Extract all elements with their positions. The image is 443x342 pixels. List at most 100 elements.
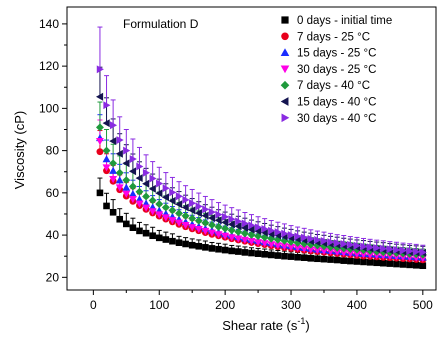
y-tick-label: 140 [39, 17, 59, 31]
data-point [168, 217, 177, 225]
data-point [366, 259, 374, 266]
y-tick-label: 20 [46, 270, 60, 284]
y-tick-label: 60 [46, 186, 60, 200]
data-point [333, 249, 342, 257]
data-point [103, 101, 111, 110]
x-tick-label: 500 [413, 298, 433, 312]
data-point [103, 202, 110, 210]
data-point [228, 215, 236, 224]
data-point [327, 238, 335, 247]
data-point [208, 220, 216, 229]
data-point [115, 168, 124, 177]
data-point [129, 224, 137, 231]
data-point [95, 123, 104, 132]
chart-annotation: Formulation D [123, 17, 199, 31]
data-point [96, 148, 104, 156]
data-point [169, 188, 177, 197]
data-point [327, 256, 334, 263]
data-point [181, 211, 190, 220]
data-point [287, 253, 295, 260]
data-point [181, 203, 189, 212]
data-point [314, 255, 321, 263]
data-point [234, 235, 243, 243]
data-point [247, 238, 256, 246]
data-point [188, 206, 196, 215]
x-axis-label-suffix: ) [305, 318, 309, 333]
x-tick-label: 100 [149, 298, 169, 312]
data-point [201, 211, 209, 220]
data-point [201, 218, 210, 227]
data-point [128, 189, 137, 198]
data-point [248, 249, 255, 257]
data-point [399, 246, 408, 255]
data-point [281, 252, 288, 260]
data-point [406, 247, 414, 256]
data-point [182, 195, 190, 204]
data-point [115, 184, 124, 192]
data-point [122, 183, 131, 191]
data-point [406, 261, 413, 269]
data-point [254, 250, 262, 257]
data-point [221, 246, 229, 254]
data-point [260, 240, 269, 248]
data-point [359, 251, 368, 259]
data-point [347, 240, 355, 249]
data-point [267, 251, 275, 259]
data-point [379, 252, 388, 260]
data-point [267, 234, 276, 243]
data-point [135, 174, 143, 183]
data-point [347, 257, 354, 265]
data-point [109, 208, 117, 216]
data-point [281, 229, 289, 238]
data-point [339, 249, 348, 257]
data-point [386, 260, 394, 267]
data-point [320, 237, 328, 245]
data-point [326, 248, 335, 256]
data-point [208, 229, 216, 237]
data-point [162, 236, 170, 243]
data-point [247, 225, 255, 234]
data-point [194, 209, 202, 218]
data-point [254, 227, 262, 236]
data-point [221, 232, 230, 240]
data-point [123, 146, 131, 155]
data-point [346, 250, 355, 258]
series-7 [96, 65, 427, 257]
error-bars-series-7 [97, 26, 426, 253]
data-point [95, 92, 104, 101]
data-point [155, 211, 164, 219]
data-point [373, 244, 381, 252]
legend-label: 15 days - 25 °C [297, 48, 376, 60]
data-point [280, 243, 289, 251]
data-point [202, 244, 209, 251]
data-point [208, 214, 216, 222]
data-point [102, 119, 110, 128]
data-point [169, 237, 176, 245]
data-point [128, 167, 137, 176]
data-point [386, 245, 394, 254]
data-point [392, 253, 401, 261]
data-point [307, 255, 315, 262]
data-point [175, 209, 183, 218]
legend-marker [281, 113, 290, 123]
y-tick-label: 120 [39, 59, 59, 73]
x-tick-label: 200 [215, 298, 235, 312]
data-point [240, 236, 249, 244]
data-point [385, 253, 394, 261]
data-point [214, 216, 222, 225]
data-point [293, 244, 302, 252]
data-point [333, 239, 342, 248]
data-point [156, 179, 164, 188]
data-point [380, 244, 388, 253]
data-point [168, 196, 176, 205]
data-point [260, 228, 268, 237]
data-point [215, 210, 223, 219]
data-point [353, 241, 361, 250]
data-point [240, 223, 249, 232]
plot-frame [66, 6, 437, 291]
data-point [273, 242, 282, 250]
data-point [155, 234, 163, 242]
data-point [247, 230, 256, 239]
legend-marker [280, 97, 289, 106]
data-point [142, 179, 150, 188]
